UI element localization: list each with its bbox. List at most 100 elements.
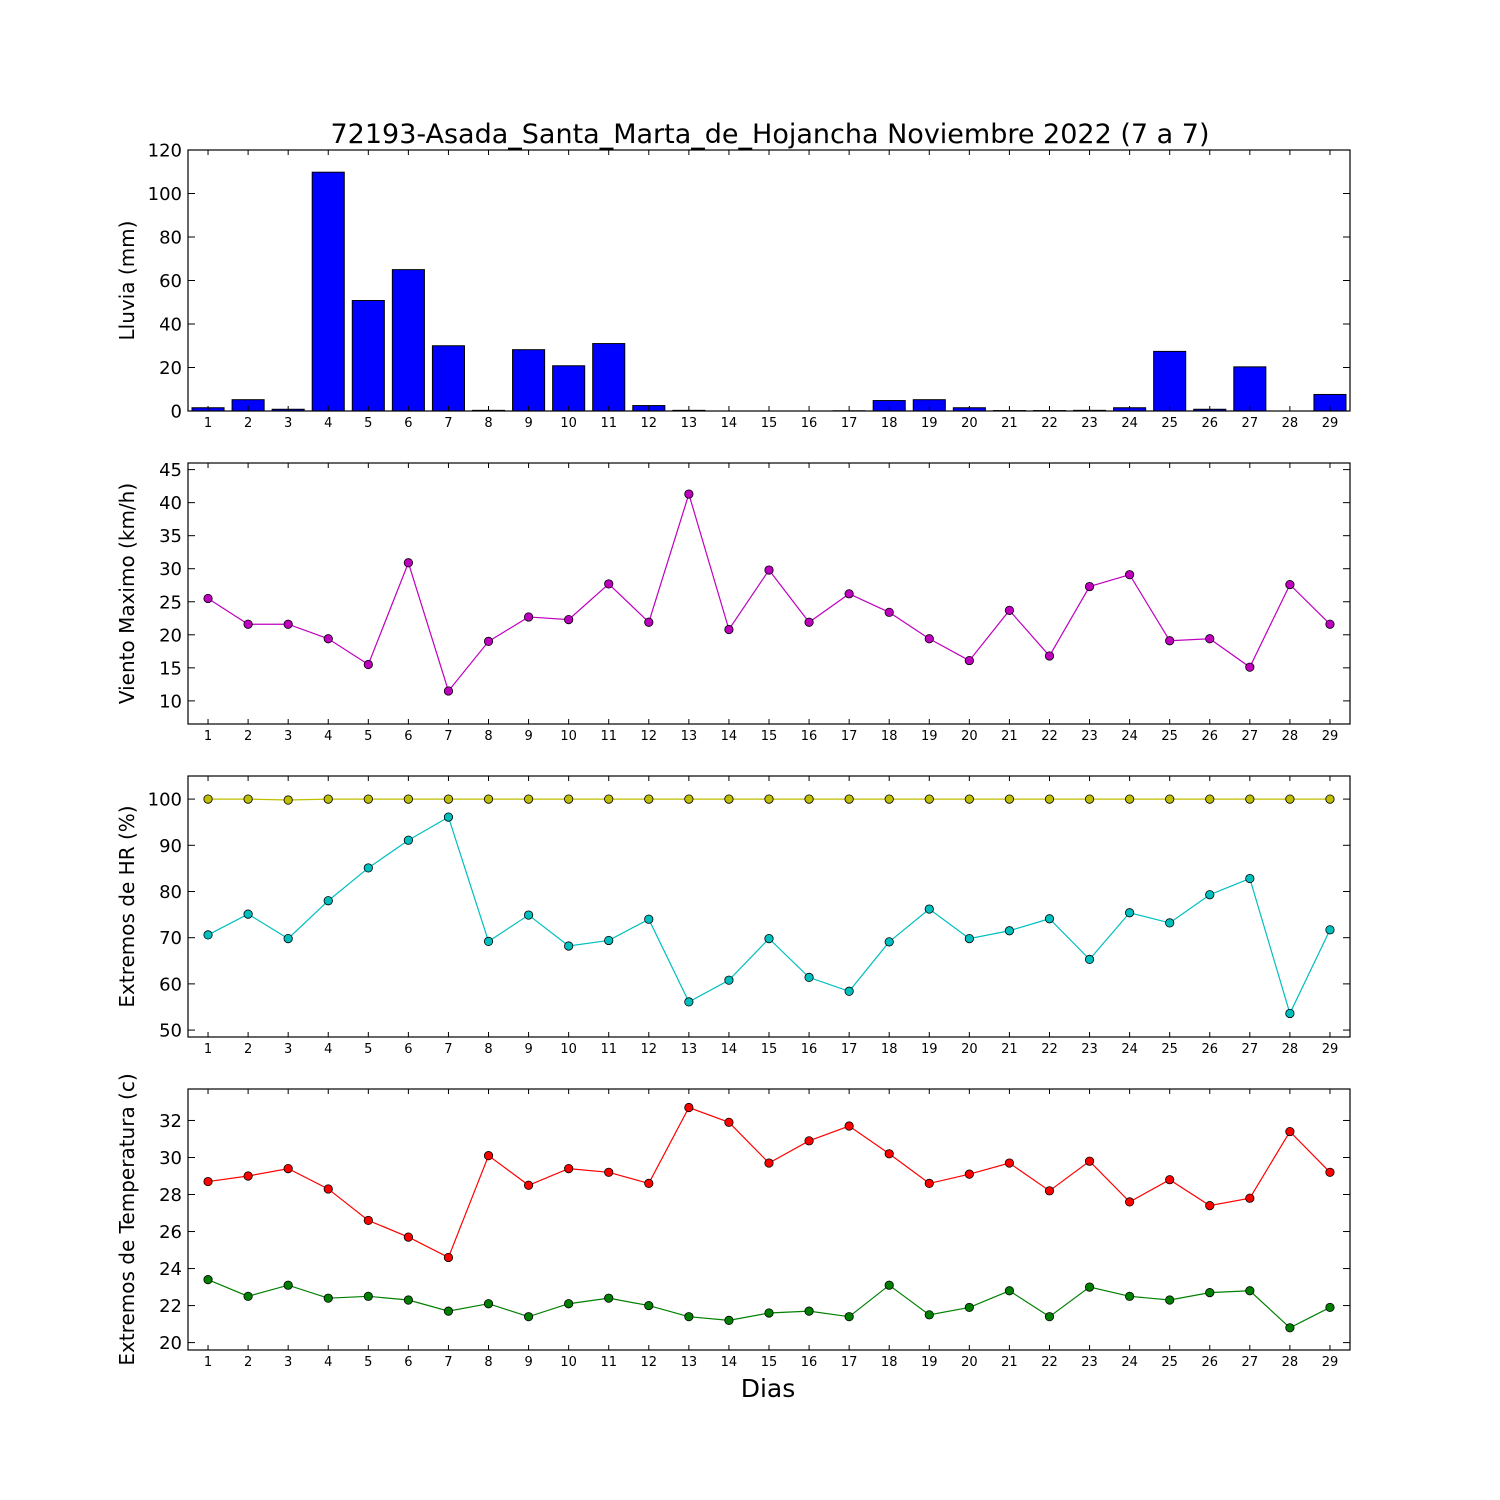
- xtick-label: 22: [1041, 729, 1058, 744]
- xtick-label: 20: [961, 1042, 978, 1057]
- point-series-1-day-18: [884, 794, 894, 804]
- point-series-2-day-3: [283, 1280, 293, 1290]
- ytick-label: 90: [159, 836, 182, 857]
- point-series-1-day-18: [884, 607, 894, 617]
- point-series-1-day-25: [1165, 636, 1175, 646]
- point-series-2-day-15: [764, 1308, 774, 1318]
- point-series-2-day-10: [564, 1299, 574, 1309]
- ytick-label: 35: [159, 526, 182, 547]
- xtick-label: 7: [444, 729, 452, 744]
- ytick-label: 15: [159, 658, 182, 679]
- point-series-1-day-22: [1044, 1186, 1055, 1196]
- point-series-1-day-13: [684, 1102, 694, 1113]
- point-series-2-day-7: [443, 1306, 454, 1316]
- point-series-1-day-1: [203, 1176, 213, 1187]
- xtick-label: 11: [600, 1042, 617, 1057]
- point-series-2-day-12: [644, 1300, 654, 1311]
- xtick-label: 9: [524, 729, 532, 744]
- point-series-1-day-24: [1125, 1197, 1135, 1207]
- y-axis-label: Extremos de Temperatura (c): [115, 1073, 139, 1365]
- xtick-label: 6: [404, 1355, 412, 1370]
- xtick-label: 15: [761, 1355, 778, 1370]
- point-series-2-day-27: [1245, 873, 1255, 884]
- point-series-1-day-20: [964, 1169, 974, 1179]
- point-series-1-day-2: [243, 794, 253, 804]
- ytick-label: 50: [159, 1021, 182, 1042]
- xtick-label: 12: [641, 1042, 658, 1057]
- point-series-1-day-10: [564, 614, 574, 625]
- point-series-2-day-21: [1004, 926, 1015, 936]
- point-series-2-day-18: [884, 1280, 894, 1290]
- y-axis-label: Lluvia (mm): [115, 221, 139, 341]
- xtick-label: 7: [444, 416, 452, 431]
- point-series-2-day-22: [1044, 1312, 1055, 1322]
- ytick-label: 80: [159, 882, 182, 903]
- xtick-label: 23: [1081, 729, 1098, 744]
- point-series-2-day-4: [323, 896, 333, 906]
- point-series-1-day-15: [764, 1158, 774, 1168]
- point-series-2-day-8: [483, 1299, 494, 1309]
- point-series-1-day-17: [844, 794, 854, 804]
- point-series-2-day-13: [684, 997, 694, 1007]
- point-series-1-day-26: [1205, 794, 1215, 804]
- xtick-label: 29: [1322, 1042, 1339, 1057]
- point-series-2-day-10: [564, 941, 574, 951]
- point-series-2-day-23: [1084, 954, 1095, 964]
- xtick-label: 4: [324, 729, 332, 744]
- point-series-2-day-24: [1125, 1291, 1135, 1301]
- x-axis-label: Dias: [741, 1374, 796, 1403]
- xtick-label: 2: [244, 416, 252, 431]
- xtick-label: 27: [1242, 1355, 1259, 1370]
- ytick-label: 20: [159, 625, 182, 646]
- point-series-2-day-5: [363, 1291, 373, 1301]
- y-axis-label: Extremos de HR (%): [115, 805, 139, 1007]
- xtick-label: 29: [1322, 416, 1339, 431]
- xtick-label: 14: [721, 416, 738, 431]
- point-series-1-day-14: [724, 1117, 734, 1127]
- point-series-1-day-3: [283, 1164, 293, 1174]
- point-series-2-day-21: [1004, 1286, 1015, 1296]
- xtick-label: 10: [560, 1355, 577, 1370]
- ytick-label: 100: [148, 790, 182, 811]
- xtick-label: 13: [681, 729, 698, 744]
- figure-title: 72193-Asada_Santa_Marta_de_Hojancha Novi…: [330, 119, 1209, 150]
- point-series-1-day-12: [644, 617, 654, 627]
- xtick-label: 15: [761, 416, 778, 431]
- ytick-label: 10: [159, 691, 182, 712]
- point-series-1-day-7: [443, 794, 454, 804]
- xtick-label: 10: [560, 1042, 577, 1057]
- point-series-1-day-5: [363, 659, 373, 670]
- xtick-label: 14: [721, 729, 738, 744]
- point-series-2-day-13: [684, 1312, 694, 1322]
- point-series-1-day-1: [203, 593, 213, 604]
- point-series-1-day-28: [1285, 794, 1295, 804]
- point-series-1-day-12: [644, 1178, 654, 1189]
- point-series-2-day-25: [1165, 1295, 1175, 1305]
- point-series-1-day-5: [363, 1215, 373, 1226]
- point-series-1-day-12: [644, 794, 654, 804]
- point-series-2-day-17: [844, 1312, 854, 1322]
- point-series-2-day-9: [523, 910, 534, 920]
- xtick-label: 23: [1081, 416, 1098, 431]
- xtick-label: 29: [1322, 729, 1339, 744]
- xtick-label: 26: [1201, 729, 1218, 744]
- xtick-label: 19: [921, 1042, 938, 1057]
- point-series-1-day-6: [403, 1232, 413, 1242]
- point-series-1-day-23: [1084, 794, 1095, 804]
- point-series-1-day-2: [243, 619, 253, 629]
- point-series-1-day-6: [403, 558, 413, 568]
- xtick-label: 24: [1121, 416, 1138, 431]
- point-series-1-day-13: [684, 794, 694, 804]
- point-series-2-day-29: [1325, 925, 1335, 935]
- point-series-2-day-15: [764, 934, 774, 944]
- point-series-1-day-26: [1205, 634, 1215, 644]
- point-series-1-day-10: [564, 794, 574, 804]
- point-series-1-day-5: [363, 794, 373, 804]
- point-series-1-day-15: [764, 794, 774, 804]
- ytick-label: 45: [159, 460, 182, 481]
- point-series-2-day-2: [243, 1291, 253, 1301]
- point-series-2-day-18: [884, 937, 894, 947]
- point-series-2-day-20: [964, 934, 974, 944]
